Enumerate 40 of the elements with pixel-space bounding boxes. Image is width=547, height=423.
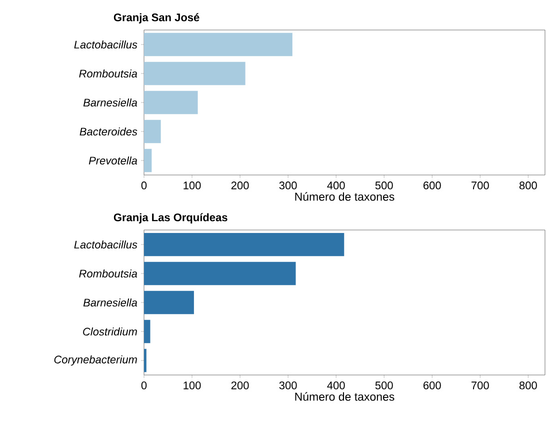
y-tick-label: Prevotella	[88, 156, 138, 165]
bar	[144, 148, 152, 172]
x-tick-label: 800	[519, 382, 537, 390]
x-tick-label: 200	[231, 182, 249, 190]
x-tick-label: 0	[141, 182, 147, 190]
y-tick-label: Barnesiella	[83, 98, 138, 107]
chart-title: Granja Las Orquídeas	[114, 213, 228, 224]
x-axis-title: Número de taxones	[295, 192, 394, 201]
y-tick-label: Lactobacillus	[74, 40, 138, 49]
y-tick-label: Romboutsia	[79, 269, 138, 278]
x-tick-label: 600	[424, 382, 441, 390]
x-tick-label: 600	[424, 182, 441, 190]
bar	[144, 262, 296, 286]
bar	[144, 90, 198, 114]
x-tick-label: 500	[375, 182, 393, 190]
y-tick-label: Bacteroides	[80, 127, 138, 136]
x-tick-label: 400	[327, 382, 345, 390]
chart-title: Granja San José	[114, 13, 200, 24]
bar	[144, 120, 161, 144]
x-tick-label: 300	[279, 182, 297, 190]
y-tick-label: Corynebacterium	[54, 355, 137, 366]
y-tick-label: Clostridium	[83, 327, 137, 336]
x-tick-label: 100	[184, 382, 201, 390]
x-tick-label: 300	[279, 382, 297, 390]
x-tick-label: 400	[327, 182, 345, 190]
x-tick-label: 200	[231, 382, 249, 390]
y-tick-label: Lactobacillus	[74, 240, 138, 249]
x-tick-label: 500	[375, 382, 393, 390]
x-tick-label: 800	[519, 182, 537, 190]
x-tick-label: 100	[184, 182, 201, 190]
y-tick-label: Barnesiella	[83, 298, 138, 307]
x-tick-label: 700	[472, 382, 489, 390]
x-tick-label: 700	[472, 182, 489, 190]
x-axis-title: Número de taxones	[295, 392, 394, 401]
bar	[144, 232, 344, 256]
y-tick-label: Romboutsia	[79, 69, 138, 78]
x-tick-label: 0	[141, 382, 147, 390]
bar	[144, 290, 194, 314]
bar	[144, 32, 292, 56]
bar	[144, 62, 246, 86]
